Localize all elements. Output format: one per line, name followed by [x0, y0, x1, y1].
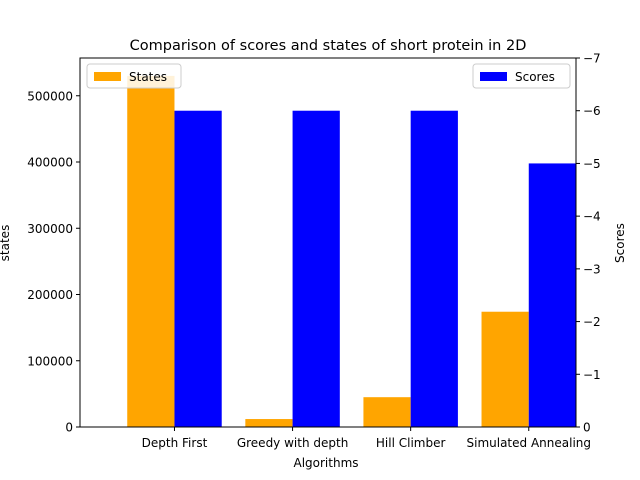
x-axis-label: Algorithms — [293, 456, 358, 470]
y-axis-left-label: states — [0, 225, 12, 262]
legend-scores: Scores — [472, 63, 571, 89]
bar-scores-2 — [292, 110, 340, 427]
bar-scores-4 — [528, 163, 576, 427]
axes-group: Depth First Greedy with depth Hill Climber… — [27, 52, 601, 451]
x-tick-label: Greedy with depth — [237, 436, 348, 450]
bars-group — [127, 75, 576, 427]
y-left-tick-label: 0 — [65, 421, 73, 435]
y-right-tick-label: 0 — [583, 421, 591, 435]
y-right-tick-label: −5 — [583, 157, 601, 171]
y-left-tick-label: 200000 — [27, 288, 73, 302]
x-tick-label: Hill Climber — [376, 436, 446, 450]
y-axis-right-label: Scores — [613, 223, 627, 263]
y-left-tick-label: 400000 — [27, 156, 73, 170]
bar-states-2 — [245, 419, 293, 427]
y-right-tick-label: −1 — [583, 368, 601, 382]
legend-label: Scores — [515, 70, 555, 84]
x-tick-label: Simulated Annealing — [467, 436, 592, 450]
chart-title: Comparison of scores and states of short… — [130, 38, 527, 54]
bar-scores-1 — [174, 110, 222, 427]
legend-box — [86, 63, 182, 89]
bar-states-4 — [481, 311, 529, 427]
y-right-tick-label: −7 — [583, 52, 601, 66]
legend-label: States — [129, 70, 167, 84]
y-left-tick-label: 100000 — [27, 354, 73, 368]
bar-states-3 — [363, 397, 411, 427]
y-left-tick-label: 300000 — [27, 222, 73, 236]
legend-box — [472, 63, 571, 89]
y-right-tick-label: −3 — [583, 262, 601, 276]
y-right-tick-label: −4 — [583, 210, 601, 224]
legends-group: States Scores — [86, 63, 571, 89]
y-left-tick-label: 500000 — [27, 89, 73, 103]
legend-swatch — [94, 72, 121, 81]
plot-frame — [79, 57, 577, 428]
legend-states: States — [86, 63, 182, 89]
bar-states-1 — [127, 75, 175, 427]
x-tick-label: Depth First — [142, 436, 208, 450]
y-right-tick-label: −2 — [583, 315, 601, 329]
y-right-tick-label: −6 — [583, 104, 601, 118]
legend-swatch — [480, 72, 507, 81]
bar-scores-3 — [410, 110, 458, 427]
